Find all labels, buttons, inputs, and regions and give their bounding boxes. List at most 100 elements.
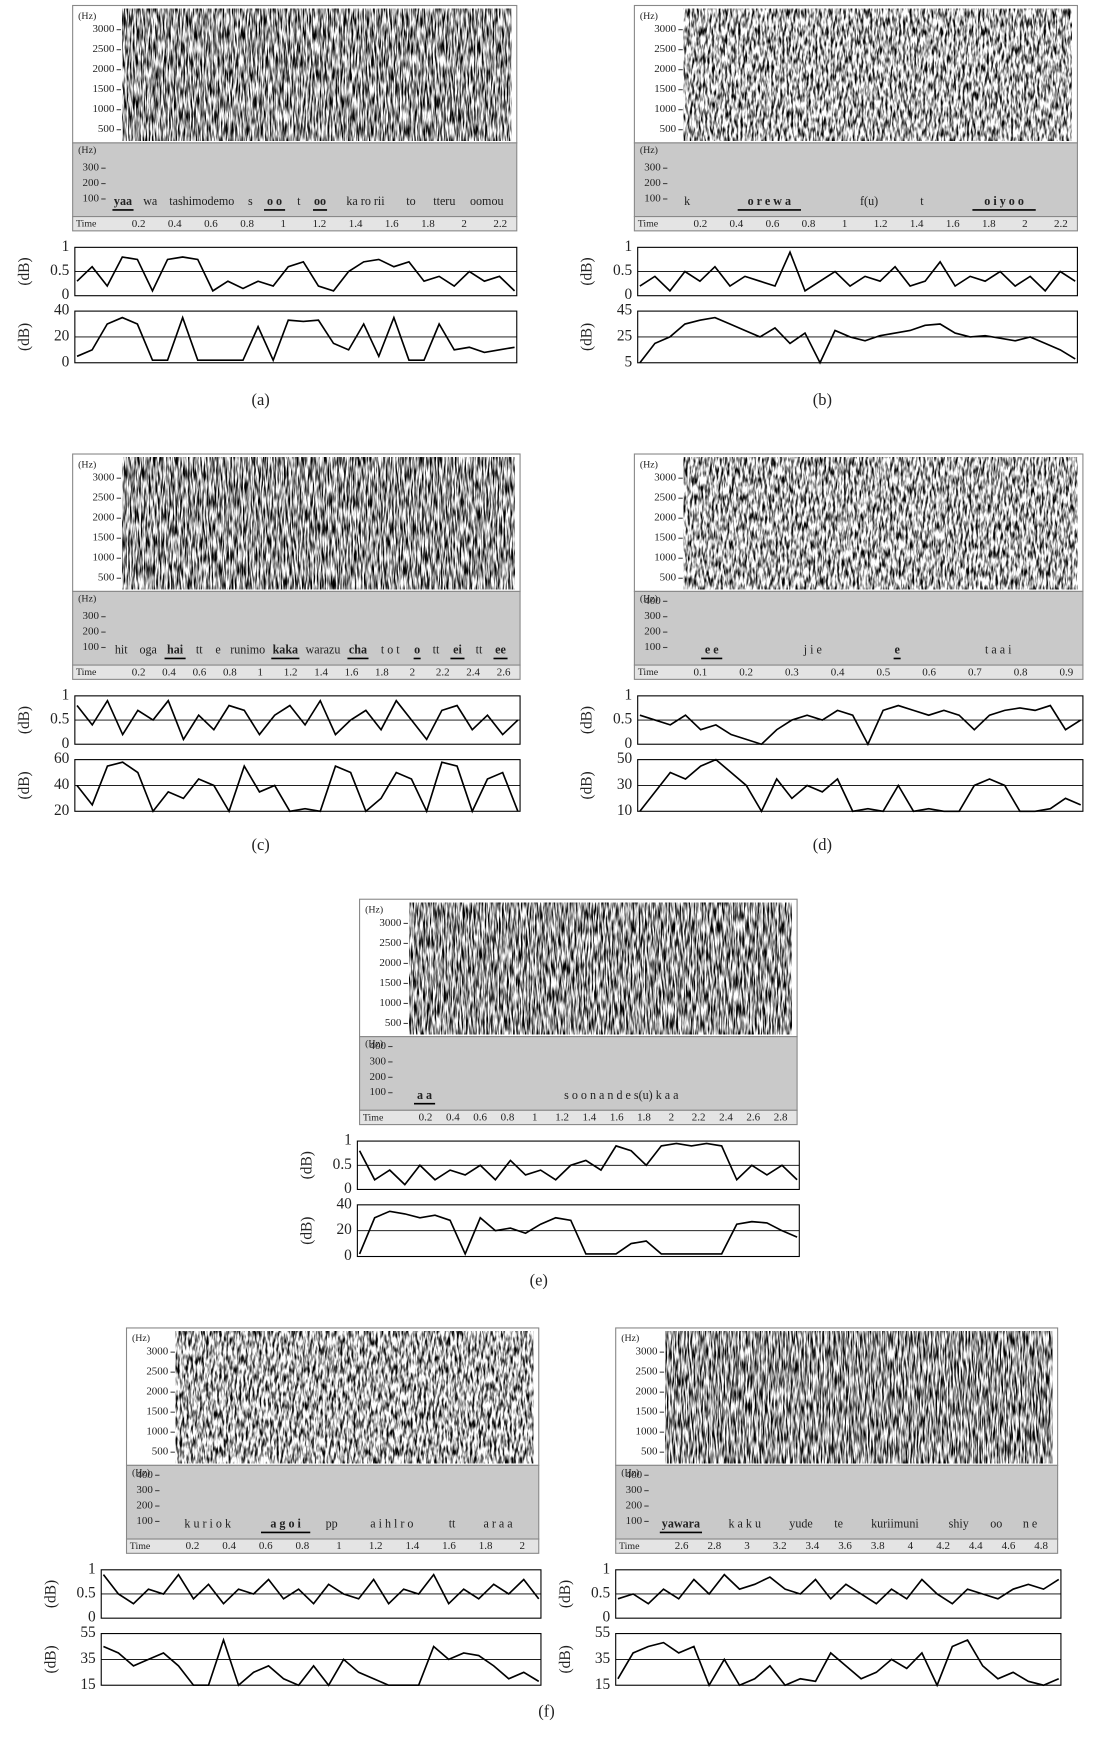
syllable: runimo — [230, 643, 265, 657]
time-tick-label: 0.6 — [259, 1540, 273, 1552]
f0-tick-label: 100 — [83, 192, 100, 204]
y-tick-label: 0.5 — [50, 262, 70, 279]
f0-tick-label: 200 — [626, 1500, 643, 1512]
y-axis-label: (dB) — [579, 323, 596, 351]
spec-tick-label: 2000 — [654, 63, 676, 75]
time-tick-label: 1 — [258, 666, 264, 678]
y-tick-label: 20 — [54, 327, 70, 344]
spec-tick-label: 2500 — [379, 937, 401, 949]
caption: (f) — [538, 1701, 554, 1720]
syllable: kuriimuni — [871, 1517, 919, 1531]
page: (Hz)30002500200015001000500(Hz)300200100… — [0, 0, 1094, 1738]
time-tick-label: 2.4 — [466, 666, 480, 678]
syllable: tt — [196, 643, 203, 657]
time-tick-label: 4.2 — [936, 1540, 950, 1552]
time-tick-label: 2 — [520, 1540, 526, 1552]
spectrogram — [176, 1331, 533, 1463]
syllable: tt — [449, 1517, 456, 1531]
spec-tick-label: 3000 — [92, 23, 114, 35]
y-tick-label: 20 — [54, 802, 70, 819]
spec-tick-label: 2500 — [92, 492, 114, 504]
spec-tick-label: 500 — [660, 572, 677, 584]
f0-tick-label: 300 — [83, 162, 100, 174]
syllable: shiy — [949, 1517, 969, 1531]
y-tick-label: 45 — [617, 302, 633, 319]
time-tick-label: 3 — [744, 1540, 750, 1552]
time-tick-label: 0.4 — [162, 666, 176, 678]
spectrogram — [409, 903, 792, 1035]
syllable: k a k u — [728, 1517, 761, 1531]
spec-tick-label: 2500 — [654, 43, 676, 55]
syllable: o o — [267, 194, 282, 208]
syllable: o r e w a — [748, 194, 791, 208]
syllable: wa — [143, 194, 158, 208]
syllable: warazu — [306, 643, 341, 657]
y-tick-label: 1 — [603, 1560, 611, 1577]
time-tick-label: 2.2 — [1054, 218, 1068, 230]
time-tick-label: 0.2 — [739, 666, 753, 678]
f0-tick-label: 200 — [369, 1071, 386, 1083]
spec-tick-label: 3000 — [654, 472, 676, 484]
time-tick-label: 0.8 — [1014, 666, 1028, 678]
time-tick-label: 2 — [669, 1112, 675, 1124]
spec-tick-label: 2500 — [654, 492, 676, 504]
time-tick-label: 2 — [461, 218, 467, 230]
syllable: o i y o o — [984, 194, 1024, 208]
y-tick-label: 15 — [80, 1676, 96, 1693]
f0-tick-label: 200 — [644, 626, 661, 638]
spec-tick-label: 500 — [152, 1446, 169, 1458]
syllable: e — [894, 643, 900, 657]
spec-tick-label: 3000 — [654, 23, 676, 35]
time-tick-label: 0.6 — [766, 218, 780, 230]
time-tick-label: 1.8 — [479, 1540, 493, 1552]
time-tick-label: 1.4 — [583, 1112, 597, 1124]
spec-tick-label: 1000 — [636, 1426, 658, 1438]
time-tick-label: 2.2 — [493, 218, 507, 230]
spec-tick-label: 3000 — [92, 472, 114, 484]
f0-tick-label: 300 — [626, 1484, 643, 1496]
spec-unit: (Hz) — [78, 459, 96, 470]
spec-tick-label: 1000 — [654, 103, 676, 115]
y-tick-label: 20 — [336, 1221, 352, 1238]
y-axis-label: (dB) — [557, 1645, 574, 1673]
spec-tick-label: 500 — [641, 1446, 658, 1458]
caption: (e) — [530, 1271, 548, 1290]
y-tick-label: 55 — [595, 1624, 611, 1641]
syllable: a r a a — [484, 1517, 514, 1531]
time-tick-label: 0.4 — [730, 218, 744, 230]
syllable: o — [414, 643, 420, 657]
time-tick-label: 4.8 — [1034, 1540, 1048, 1552]
syllable: t a a i — [985, 643, 1012, 657]
spec-tick-label: 500 — [660, 123, 677, 135]
syllable: a a — [417, 1088, 432, 1102]
syllable: s o o n a n d e s(u) k a a — [564, 1088, 679, 1102]
f0-tick-label: 200 — [83, 626, 100, 638]
time-tick-label: 1.8 — [637, 1112, 651, 1124]
syllable: yawara — [662, 1517, 700, 1531]
time-tick-label: 2.8 — [707, 1540, 721, 1552]
syllable: kaka — [273, 643, 299, 657]
spectrogram — [684, 457, 1078, 589]
time-label: Time — [363, 1112, 384, 1123]
f0-unit: (Hz) — [78, 145, 96, 156]
time-tick-label: 3.4 — [806, 1540, 820, 1552]
syllable: k u r i o k — [184, 1517, 232, 1531]
time-label: Time — [76, 219, 97, 230]
time-tick-label: 1.4 — [349, 218, 363, 230]
time-tick-label: 1 — [336, 1540, 342, 1552]
y-tick-label: 35 — [595, 1650, 611, 1667]
y-axis-label: (dB) — [16, 323, 33, 351]
time-tick-label: 1.8 — [375, 666, 389, 678]
time-tick-label: 0.6 — [204, 218, 218, 230]
time-tick-label: 1.4 — [405, 1540, 419, 1552]
y-axis-label: (dB) — [557, 1580, 574, 1608]
syllable: hai — [167, 643, 184, 657]
spec-unit: (Hz) — [640, 459, 658, 470]
time-label: Time — [619, 1541, 640, 1552]
time-tick-label: 1.2 — [555, 1112, 569, 1124]
spectrogram — [122, 9, 511, 141]
time-tick-label: 4.4 — [969, 1540, 983, 1552]
spec-tick-label: 1500 — [636, 1406, 658, 1418]
time-tick-label: 0.3 — [785, 666, 799, 678]
time-tick-label: 2.6 — [497, 666, 511, 678]
